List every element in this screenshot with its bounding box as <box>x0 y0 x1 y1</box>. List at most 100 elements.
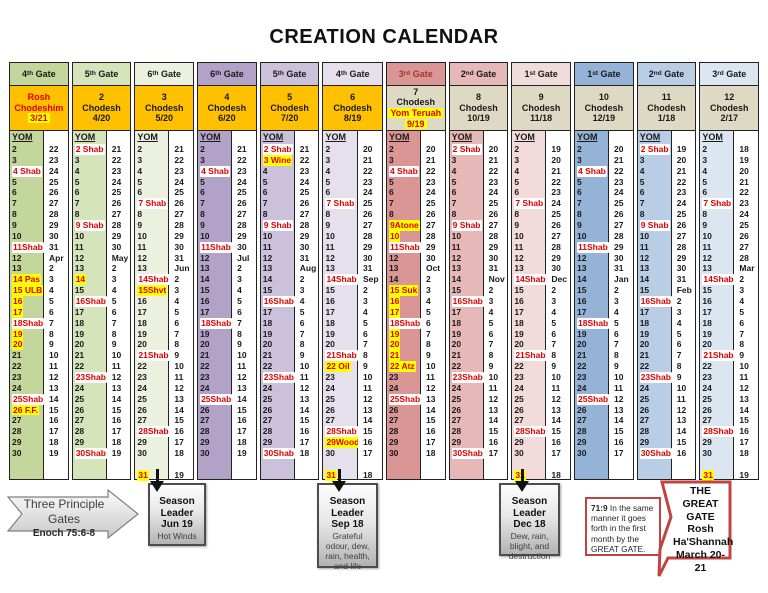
yom-day-cell: 29 <box>137 437 147 448</box>
yom-day-cell: 5 <box>639 176 645 187</box>
yom-day-cell: 18Shab <box>388 317 422 329</box>
gregorian-day-cell: 22 <box>614 165 624 176</box>
yom-day-cell: 8 <box>200 209 205 220</box>
chodesh-header: 5 Chodesh 7/20 <box>260 86 319 131</box>
gregorian-day-cell: 19 <box>111 448 122 459</box>
gregorian-day-cell: 4 <box>174 296 180 307</box>
gregorian-day-cell: 6 <box>299 317 305 328</box>
yom-day-cell: 13 <box>200 263 210 274</box>
yom-day-cell: 18Shab <box>12 317 45 329</box>
gregorian-day-cell: 19 <box>739 469 749 480</box>
yom-day-cell: 8 <box>639 209 645 220</box>
gregorian-day-cell: 24 <box>551 198 561 209</box>
gregorian-day-cell: 11 <box>739 372 749 383</box>
yom-day-cell: 16 <box>200 296 210 307</box>
gregorian-day-cell: 9 <box>237 339 242 350</box>
gregorian-day-cell: 12 <box>49 372 59 383</box>
yom-day-cell: 5 <box>12 176 17 187</box>
gregorian-day-cell: 22 <box>237 154 247 165</box>
gregorian-day-cell: 28 <box>49 209 59 220</box>
yom-day-cell: 27 <box>451 415 462 426</box>
yom-day-cell: 11Shab <box>200 241 232 253</box>
gregorian-day-cell: 28 <box>488 230 499 241</box>
gregorian-day-cell: 30 <box>49 230 59 241</box>
season-box-detail-line: Hot Winds <box>157 530 197 541</box>
yom-day-cell: 14Shab <box>514 274 547 286</box>
yom-day-cell: 21 <box>262 350 273 361</box>
gregorian-day-cell: 18 <box>739 448 749 459</box>
gregorian-day-cell: 13 <box>111 382 122 393</box>
yom-day-cell: 18 <box>451 317 462 328</box>
yom-day-cell: 7 Shab <box>325 198 356 210</box>
chodesh-line: 2/17 <box>720 113 738 124</box>
gregorian-day-cell: 27 <box>676 230 687 241</box>
yom-day-cell: 2 <box>137 144 143 154</box>
column-body: YOM 2 3 4 5 6 7 Shab 8 9 10 11 12 13 14Shab 15 16 17 18 19… <box>700 131 759 481</box>
gregorian-day-cell: 13 <box>614 404 624 415</box>
gregorian-day-cell: 7 <box>237 317 242 328</box>
gregorian-label <box>609 131 633 144</box>
yom-day-cell: 5 <box>388 176 394 187</box>
gregorian-day-cell: 22 <box>488 165 499 176</box>
gregorian-day-cell: 27 <box>362 220 373 231</box>
yom-day-cell: 7 Shab <box>137 198 168 210</box>
gregorian-day-cell: 28 <box>362 230 373 241</box>
gregorian-day-cell: 12 <box>488 393 499 404</box>
gregorian-day-cell: 29 <box>49 220 59 231</box>
banner-line2: Enoch 75:6-8 <box>32 528 96 539</box>
yom-day-cell: 20 <box>702 339 712 350</box>
gregorian-subcolumn: 19 20 21 22 23 24 25 26 27 28 29 30 Dec 2 3 4 5 6 7 8 9 10 11 1… <box>546 131 570 480</box>
gregorian-day-cell: 25 <box>488 198 499 209</box>
chodesh-line: 6 <box>350 92 356 103</box>
yom-day-cell: 25 <box>137 393 147 404</box>
yom-day-cell: 23 <box>514 372 524 383</box>
gregorian-day-cell: 22 <box>425 165 436 176</box>
yom-day-cell: 17 <box>137 306 147 317</box>
column-body: YOM 2 Shab 3 Wine 4 5 6 7 8 9 Shab 10 11 12 13 14 15 16… <box>260 131 319 479</box>
yom-day-cell: 11 <box>702 241 712 252</box>
yom-day-cell: 17 <box>702 306 712 317</box>
gregorian-day-cell: 15 <box>551 426 561 437</box>
yom-day-cell: 10 <box>12 230 22 241</box>
gregorian-day-cell: 25 <box>362 198 373 209</box>
gregorian-day-cell: 29 <box>111 230 122 241</box>
yom-subcolumn: YOM 2 Shab 3 4 5 6 7 8 9 Shab 10 11 12 13 14 15 16Shab 1… <box>449 131 484 479</box>
gregorian-day-cell: 4 <box>299 296 305 307</box>
column-body: YOM 2 3 4 Shab 5 6 7 8 9 10 11Shab 12 13 14 Pas 15 ULB… <box>10 131 68 479</box>
yom-day-cell: 27 <box>262 415 273 426</box>
gregorian-day-cell: 14 <box>488 415 499 426</box>
chodesh-line: 1/18 <box>657 113 676 124</box>
chodesh-header: 8 Chodesh 10/19 <box>449 86 508 131</box>
yom-day-cell: 13 <box>74 263 85 274</box>
yom-day-cell: 3 <box>12 154 17 165</box>
column-body: YOM 2 3 4 Shab 5 6 7 8 9Atone 10 11Shab 12 13 14 15 Su… <box>386 131 445 479</box>
yom-day-cell: 17 <box>451 306 462 317</box>
gregorian-day-cell: 4 <box>425 296 431 307</box>
yom-day-cell: 22 <box>137 361 147 372</box>
yom-day-cell: 2 <box>12 144 17 154</box>
gregorian-day-cell: 26 <box>237 198 247 209</box>
gregorian-day-cell: 10 <box>362 372 373 383</box>
yom-day-cell: 28 <box>262 426 273 437</box>
gregorian-day-cell: 22 <box>676 176 687 187</box>
gregorian-day-cell: 30 <box>299 241 310 252</box>
gregorian-day-cell: 10 <box>739 361 749 372</box>
gregorian-day-cell: 5 <box>614 317 619 328</box>
column-body: YOM 2 Shab 3 4 5 6 7 8 9 Shab 10 11 12 13 14 15 16Shab 1… <box>72 131 131 479</box>
yom-day-cell: 22 <box>514 361 524 372</box>
yom-day-cell: 13 <box>639 263 650 274</box>
yom-day-cell: 7 <box>200 198 205 209</box>
gregorian-day-cell: 18 <box>362 469 373 480</box>
yom-subcolumn: YOM 2 Shab 3 Wine 4 5 6 7 8 9 Shab 10 11 12 13 14 15 16… <box>260 131 295 479</box>
gregorian-day-cell: 3 <box>299 285 305 296</box>
yom-day-cell: 13 <box>514 263 524 274</box>
yom-day-cell: 19 <box>74 328 85 339</box>
gregorian-day-cell: Aug <box>299 263 317 274</box>
yom-day-cell: 20 <box>137 339 147 350</box>
gregorian-day-cell: 9 <box>551 361 557 372</box>
